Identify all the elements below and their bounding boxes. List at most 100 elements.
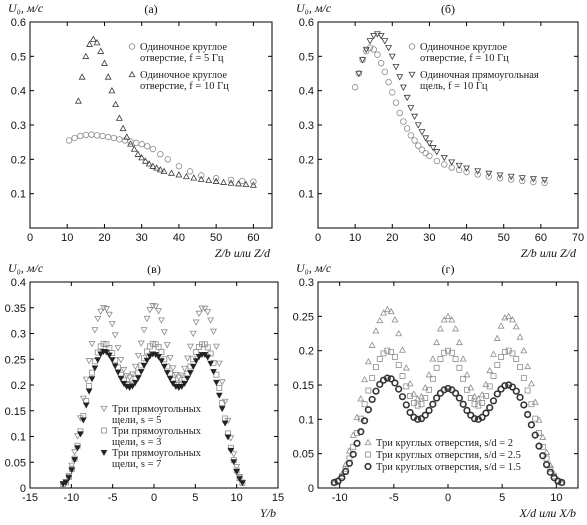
data-point — [400, 118, 407, 125]
data-point — [65, 475, 73, 482]
data-point — [82, 376, 90, 383]
legend-marker — [408, 71, 416, 79]
data-point — [425, 406, 433, 415]
x-tick-label: 5 — [499, 492, 505, 504]
data-point — [415, 142, 422, 149]
data-point — [77, 431, 84, 438]
data-point — [529, 176, 537, 183]
data-point — [486, 366, 494, 374]
data-point — [395, 362, 402, 369]
data-point — [368, 395, 376, 404]
data-point — [497, 322, 505, 329]
data-point — [429, 355, 437, 362]
data-point — [501, 349, 508, 355]
legend-label: щели, s = 3 — [112, 437, 161, 448]
data-point — [452, 355, 459, 362]
x-tick-label: 30 — [423, 232, 435, 244]
data-point — [181, 365, 189, 373]
data-point — [554, 477, 562, 485]
data-point — [164, 156, 171, 163]
data-point — [71, 134, 78, 142]
data-point — [407, 105, 415, 112]
data-point — [184, 355, 191, 362]
y-tick-label: 0.35 — [5, 303, 26, 315]
data-point — [539, 452, 547, 460]
data-point — [383, 305, 391, 313]
y-tick-label: 0.2 — [11, 154, 26, 166]
legend-label: Три прямоугольных — [112, 426, 202, 437]
x-tick-label: 60 — [247, 232, 259, 244]
data-point — [486, 383, 493, 390]
data-point — [80, 417, 87, 424]
data-point — [384, 347, 391, 354]
x-tick-label: 10 — [231, 492, 243, 504]
y-tick-label: 0.6 — [11, 17, 26, 29]
data-point — [204, 309, 212, 316]
data-point — [374, 51, 381, 58]
data-point — [455, 394, 463, 402]
y-axis-title: U₀, м/с — [296, 1, 332, 15]
data-point — [463, 371, 471, 378]
data-point — [330, 478, 338, 487]
data-point — [149, 162, 157, 169]
data-point — [535, 442, 543, 450]
data-point — [451, 389, 460, 397]
data-point — [429, 145, 437, 152]
data-point — [120, 366, 128, 374]
data-point — [85, 388, 93, 395]
data-point — [407, 132, 415, 139]
y-tick-label: 0.3 — [299, 120, 314, 132]
data-point — [418, 401, 425, 408]
y-tick-label: 0.25 — [5, 354, 26, 366]
data-point — [402, 401, 410, 409]
data-point — [94, 357, 102, 364]
data-point — [144, 143, 151, 150]
data-point — [104, 133, 112, 141]
data-point — [167, 169, 175, 176]
data-point — [181, 380, 188, 387]
data-point — [350, 443, 357, 450]
data-point — [455, 338, 463, 346]
data-point — [542, 461, 551, 469]
y-tick-label: 0.5 — [11, 51, 26, 63]
data-point — [377, 33, 385, 40]
data-point — [520, 401, 528, 409]
data-point — [166, 375, 174, 382]
data-point — [532, 415, 539, 422]
data-point — [190, 174, 198, 181]
data-point — [354, 430, 360, 436]
data-point — [539, 443, 546, 450]
data-point — [123, 373, 131, 380]
data-point — [219, 400, 226, 406]
panel-label: (а) — [144, 2, 157, 16]
data-point — [440, 386, 448, 394]
data-point — [363, 47, 370, 55]
data-point — [160, 329, 168, 336]
panel-label: (б) — [441, 2, 455, 16]
data-point — [88, 341, 96, 348]
data-point — [478, 413, 486, 421]
data-point — [227, 176, 235, 184]
data-point — [140, 327, 148, 334]
data-point — [157, 317, 165, 324]
legend-marker — [364, 438, 372, 446]
legend-marker — [364, 462, 372, 471]
data-point — [141, 157, 149, 164]
data-point — [68, 462, 76, 469]
data-point — [169, 380, 177, 387]
data-point — [161, 363, 168, 370]
data-point — [145, 160, 153, 167]
data-point — [365, 387, 372, 394]
data-point — [372, 387, 380, 395]
data-point — [494, 362, 501, 369]
data-point — [88, 131, 95, 138]
data-point — [429, 375, 436, 382]
data-point — [163, 342, 171, 349]
data-point — [103, 349, 110, 356]
panel-label: (в) — [147, 262, 161, 276]
data-point — [520, 375, 527, 382]
data-point — [516, 393, 524, 401]
data-point — [182, 172, 190, 180]
data-point — [115, 114, 123, 121]
